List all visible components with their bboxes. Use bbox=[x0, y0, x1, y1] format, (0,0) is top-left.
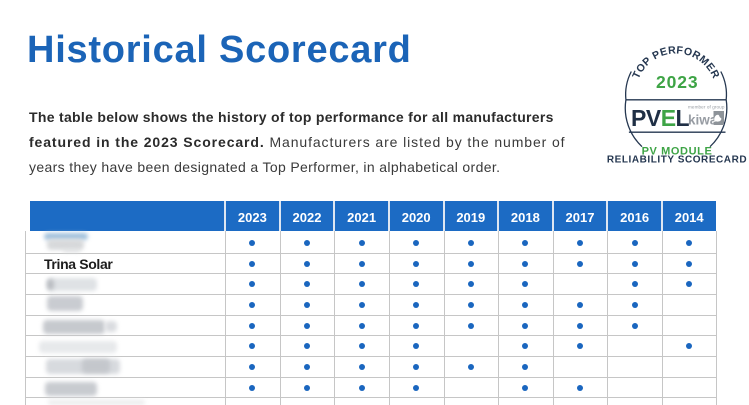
svg-text:PV MODULE: PV MODULE bbox=[642, 146, 713, 158]
svg-text:RELIABILITY SCORECARD: RELIABILITY SCORECARD bbox=[607, 155, 747, 166]
svg-text:PVEL: PVEL bbox=[631, 105, 690, 131]
svg-text:2023: 2023 bbox=[656, 72, 699, 92]
svg-text:kiwa: kiwa bbox=[688, 113, 718, 128]
svg-text:member of group: member of group bbox=[688, 105, 725, 110]
